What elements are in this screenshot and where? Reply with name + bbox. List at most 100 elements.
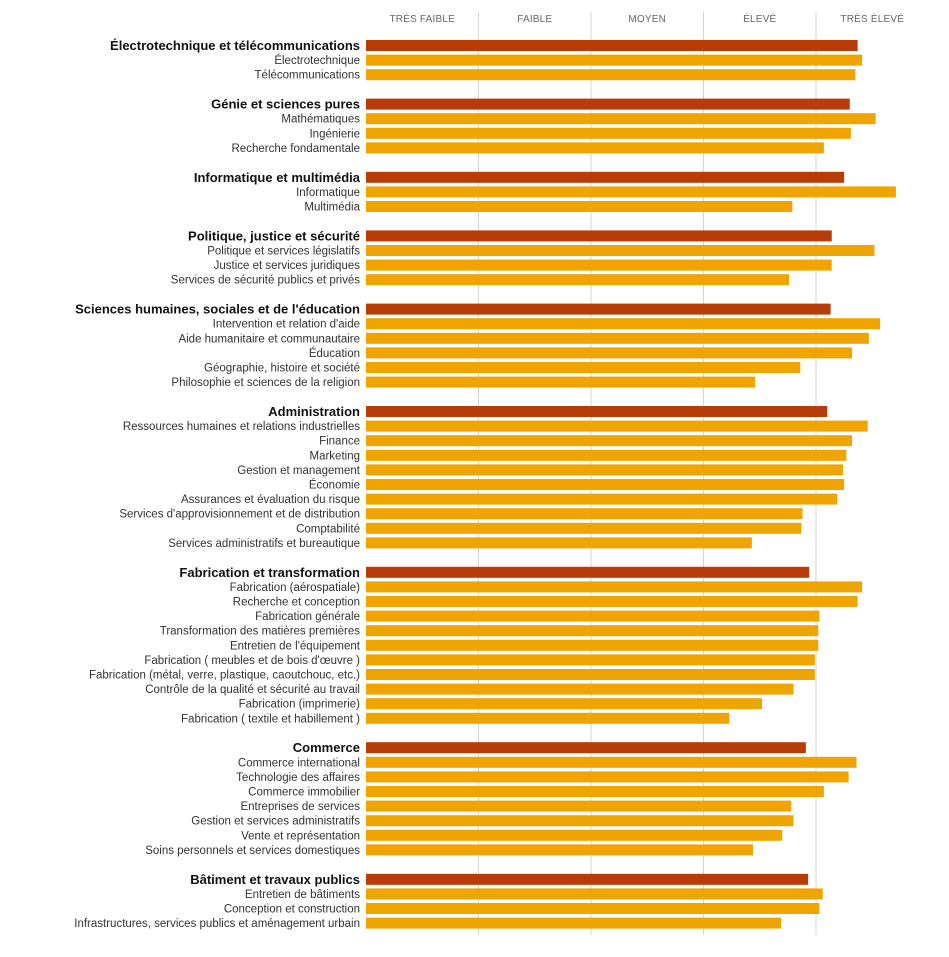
subcategory-bar xyxy=(366,508,803,520)
subcategory-bar xyxy=(366,127,851,139)
subcategory-bar xyxy=(366,332,869,344)
group-bar xyxy=(366,171,845,183)
subcategory-bar xyxy=(366,800,792,812)
group-label: Électrotechnique et télécommunications xyxy=(110,38,360,53)
subcategory-bar xyxy=(366,464,843,476)
group-bar xyxy=(366,566,810,578)
group-label: Politique, justice et sécurité xyxy=(188,228,360,243)
subcategory-label: Gestion et management xyxy=(237,465,361,477)
subcategory-label: Marketing xyxy=(310,450,361,462)
subcategory-bar xyxy=(366,318,881,330)
subcategory-label: Commerce international xyxy=(238,757,360,769)
subcategory-label: Services administratifs et bureautique xyxy=(168,538,360,550)
group-bar xyxy=(366,303,831,315)
subcategory-bar xyxy=(366,625,819,637)
subcategory-label: Économie xyxy=(309,479,360,492)
subcategory-bar xyxy=(366,581,863,593)
subcategory-bar xyxy=(366,786,824,797)
subcategory-bar xyxy=(366,844,753,856)
group-label: Fabrication et transformation xyxy=(179,565,360,580)
subcategory-label: Télécommunications xyxy=(255,70,361,82)
subcategory-bar xyxy=(366,829,783,841)
subcategory-bar xyxy=(366,903,820,914)
subcategory-bar xyxy=(366,771,849,783)
subcategory-label: Entreprises de services xyxy=(240,801,360,813)
subcategory-label: Services d'approvisionnement et de distr… xyxy=(119,509,360,521)
subcategory-bar xyxy=(366,113,876,125)
subcategory-label: Géographie, histoire et société xyxy=(204,363,360,375)
subcategory-label: Fabrication (métal, verre, plastique, ca… xyxy=(89,670,360,682)
subcategory-label: Conception et construction xyxy=(224,904,360,916)
subcategory-label: Entretien de l'équipement xyxy=(230,640,361,652)
subcategory-label: Aide humanitaire et communautaire xyxy=(178,333,360,345)
subcategory-label: Recherche et conception xyxy=(233,597,360,609)
subcategory-label: Commerce immobilier xyxy=(248,787,360,799)
subcategory-label: Intervention et relation d'aide xyxy=(213,319,360,331)
x-tick-label: TRÈS ÉLEVÉ xyxy=(840,12,904,25)
subcategory-bar xyxy=(366,683,794,695)
group-label: Commerce xyxy=(293,740,360,755)
subcategory-bar xyxy=(366,639,819,651)
subcategory-bar xyxy=(366,69,856,81)
subcategory-bar xyxy=(366,201,793,212)
subcategory-label: Philosophie et sciences de la religion xyxy=(171,377,360,389)
subcategory-bar xyxy=(366,54,863,66)
subcategory-bar xyxy=(366,435,852,447)
subcategory-label: Soins personnels et services domestiques xyxy=(145,845,360,857)
subcategory-bar xyxy=(366,669,815,680)
x-tick-label: MOYEN xyxy=(628,14,666,25)
group-bar xyxy=(366,40,858,51)
subcategory-label: Recherche fondamentale xyxy=(232,143,361,155)
subcategory-label: Mathématiques xyxy=(281,114,360,126)
subcategory-label: Vente et représentation xyxy=(241,830,360,842)
x-axis-tick-labels: TRÈS FAIBLE FAIBLE MOYEN ÉLEVÉ TRÈS ÉLEVÉ xyxy=(389,12,904,25)
subcategory-bar xyxy=(366,888,823,900)
subcategory-label: Fabrication ( textile et habillement ) xyxy=(181,713,360,725)
subcategory-label: Fabrication générale xyxy=(255,611,360,623)
subcategory-label: Informatique xyxy=(296,187,360,199)
subcategory-bar xyxy=(366,815,794,827)
x-tick-label: FAIBLE xyxy=(517,14,552,25)
subcategory-bar xyxy=(366,347,852,359)
subcategory-label: Gestion et services administratifs xyxy=(191,816,360,828)
group-label: Administration xyxy=(268,404,360,419)
subcategory-bar xyxy=(366,756,857,768)
subcategory-label: Finance xyxy=(319,436,360,448)
subcategory-bar xyxy=(366,245,875,256)
group-bar xyxy=(366,742,806,754)
subcategory-label: Éducation xyxy=(309,347,360,360)
subcategory-label: Services de sécurité publics et privés xyxy=(171,275,360,287)
subcategory-label: Multimédia xyxy=(304,202,360,214)
group-label: Bâtiment et travaux publics xyxy=(190,872,360,887)
subcategory-bar xyxy=(366,917,782,929)
subcategory-bar xyxy=(366,420,868,432)
subcategory-bar xyxy=(366,698,762,710)
subcategory-label: Infrastructures, services publics et amé… xyxy=(74,918,360,930)
subcategory-label: Comptabilité xyxy=(296,523,360,535)
subcategory-bar xyxy=(366,537,752,549)
subcategory-label: Entretien de bâtiments xyxy=(245,889,360,901)
subcategory-label: Contrôle de la qualité et sécurité au tr… xyxy=(145,684,360,696)
subcategory-label: Transformation des matières premières xyxy=(160,626,361,638)
group-bar xyxy=(366,98,850,110)
subcategory-bar xyxy=(366,522,802,534)
subcategory-bar xyxy=(366,259,832,271)
subcategory-label: Politique et services législatifs xyxy=(207,246,360,258)
subcategory-bar xyxy=(366,596,858,607)
category-labels: Électrotechnique et télécommunicationsÉl… xyxy=(74,38,361,930)
subcategory-bar xyxy=(366,479,845,490)
group-label: Génie et sciences pures xyxy=(211,97,360,112)
subcategory-bar xyxy=(366,142,824,154)
group-label: Informatique et multimédia xyxy=(194,170,361,185)
subcategory-bar xyxy=(366,610,820,622)
subcategory-bar xyxy=(366,449,847,461)
subcategory-label: Technologie des affaires xyxy=(236,772,360,784)
subcategory-bar xyxy=(366,186,896,198)
subcategory-label: Ingénierie xyxy=(309,128,360,140)
subcategory-bar xyxy=(366,712,730,724)
x-tick-label: TRÈS FAIBLE xyxy=(389,12,455,25)
subcategory-bar xyxy=(366,362,801,373)
subcategory-label: Fabrication ( meubles et de bois d'œuvre… xyxy=(144,655,360,667)
x-tick-label: ÉLEVÉ xyxy=(743,12,776,25)
